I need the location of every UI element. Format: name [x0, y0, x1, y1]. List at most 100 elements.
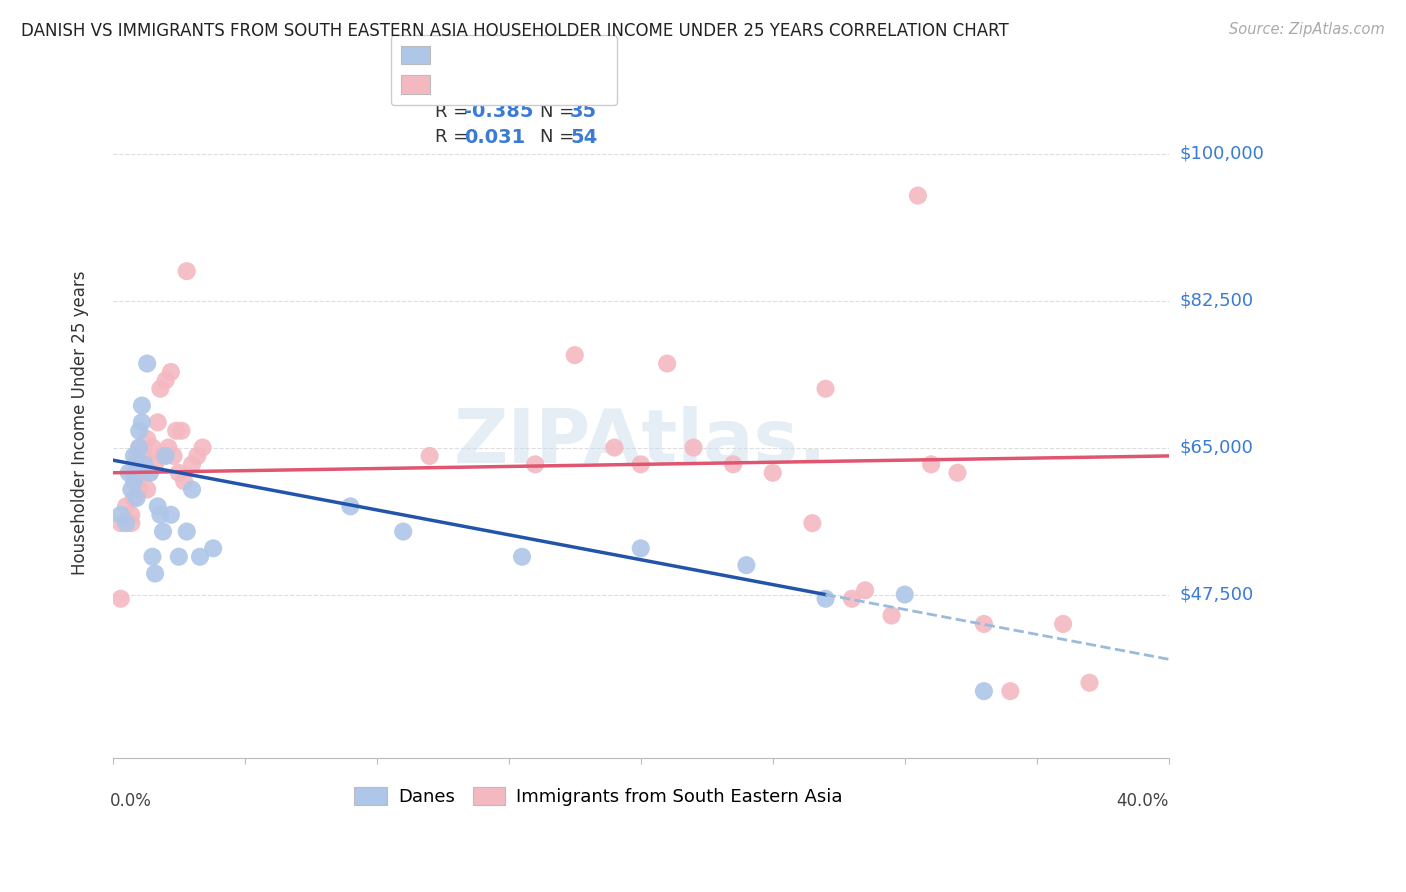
- Point: [136, 357, 159, 371]
- Text: N =: N =: [540, 103, 581, 121]
- Point: [155, 449, 177, 463]
- Point: [152, 524, 174, 539]
- Point: [110, 508, 132, 522]
- Point: [419, 449, 441, 463]
- Text: N =: N =: [540, 128, 581, 146]
- Point: [814, 382, 837, 396]
- Point: [170, 424, 193, 438]
- Point: [120, 483, 142, 497]
- Point: [122, 449, 145, 463]
- Point: [973, 684, 995, 698]
- Point: [131, 466, 153, 480]
- Point: [136, 483, 159, 497]
- Point: [721, 458, 744, 472]
- Point: [946, 466, 969, 480]
- Text: ZIPAtlas.: ZIPAtlas.: [454, 406, 828, 479]
- Point: [657, 357, 679, 371]
- Point: [122, 491, 145, 505]
- Point: [186, 449, 208, 463]
- Text: Source: ZipAtlas.com: Source: ZipAtlas.com: [1229, 22, 1385, 37]
- Text: R =: R =: [434, 103, 474, 121]
- Point: [762, 466, 785, 480]
- Legend: Danes, Immigrants from South Eastern Asia: Danes, Immigrants from South Eastern Asi…: [347, 780, 849, 814]
- Point: [131, 399, 153, 413]
- Point: [155, 373, 177, 387]
- Point: [167, 549, 190, 564]
- Point: [191, 441, 214, 455]
- Point: [118, 466, 141, 480]
- Point: [139, 466, 162, 480]
- Point: [1078, 675, 1101, 690]
- Point: [149, 382, 172, 396]
- Point: [853, 583, 876, 598]
- Point: [110, 591, 132, 606]
- Point: [143, 458, 166, 472]
- Text: 35: 35: [569, 103, 598, 121]
- Point: [120, 508, 142, 522]
- Y-axis label: Householder Income Under 25 years: Householder Income Under 25 years: [72, 270, 89, 574]
- Text: $100,000: $100,000: [1180, 145, 1264, 162]
- Point: [893, 588, 915, 602]
- Point: [128, 483, 150, 497]
- Text: 0.0%: 0.0%: [110, 792, 152, 810]
- Point: [136, 432, 159, 446]
- Point: [202, 541, 225, 556]
- Point: [139, 466, 162, 480]
- Point: [122, 474, 145, 488]
- Point: [176, 264, 198, 278]
- Text: R =: R =: [434, 128, 474, 146]
- Text: $82,500: $82,500: [1180, 292, 1253, 310]
- Point: [110, 516, 132, 530]
- Text: $65,000: $65,000: [1180, 439, 1253, 457]
- Point: [125, 458, 148, 472]
- Point: [125, 449, 148, 463]
- Point: [524, 458, 547, 472]
- Point: [141, 441, 163, 455]
- Text: 40.0%: 40.0%: [1116, 792, 1168, 810]
- Point: [1052, 616, 1074, 631]
- Point: [146, 500, 169, 514]
- Point: [880, 608, 903, 623]
- Text: $47,500: $47,500: [1180, 585, 1254, 604]
- Point: [920, 458, 942, 472]
- Text: 54: 54: [569, 128, 598, 147]
- Point: [167, 466, 190, 480]
- Point: [120, 516, 142, 530]
- Point: [510, 549, 533, 564]
- Point: [188, 549, 211, 564]
- Point: [165, 424, 187, 438]
- Point: [339, 500, 361, 514]
- Point: [125, 491, 148, 505]
- Point: [115, 500, 138, 514]
- Text: 0.031: 0.031: [464, 128, 526, 147]
- Point: [181, 483, 204, 497]
- Text: -0.385: -0.385: [464, 103, 534, 121]
- Point: [134, 449, 156, 463]
- Point: [392, 524, 415, 539]
- Point: [181, 458, 204, 472]
- Point: [128, 424, 150, 438]
- Point: [841, 591, 863, 606]
- Point: [907, 188, 929, 202]
- Point: [801, 516, 824, 530]
- Point: [134, 458, 156, 472]
- Point: [176, 524, 198, 539]
- Point: [157, 441, 180, 455]
- Point: [115, 516, 138, 530]
- Point: [160, 508, 183, 522]
- Point: [814, 591, 837, 606]
- Text: DANISH VS IMMIGRANTS FROM SOUTH EASTERN ASIA HOUSEHOLDER INCOME UNDER 25 YEARS C: DANISH VS IMMIGRANTS FROM SOUTH EASTERN …: [21, 22, 1010, 40]
- Point: [160, 365, 183, 379]
- Point: [149, 508, 172, 522]
- Point: [603, 441, 626, 455]
- Point: [143, 566, 166, 581]
- Point: [128, 441, 150, 455]
- Point: [173, 474, 195, 488]
- Point: [630, 541, 652, 556]
- Point: [682, 441, 704, 455]
- Point: [141, 549, 163, 564]
- Point: [735, 558, 758, 573]
- Point: [125, 474, 148, 488]
- Point: [152, 449, 174, 463]
- Point: [131, 415, 153, 429]
